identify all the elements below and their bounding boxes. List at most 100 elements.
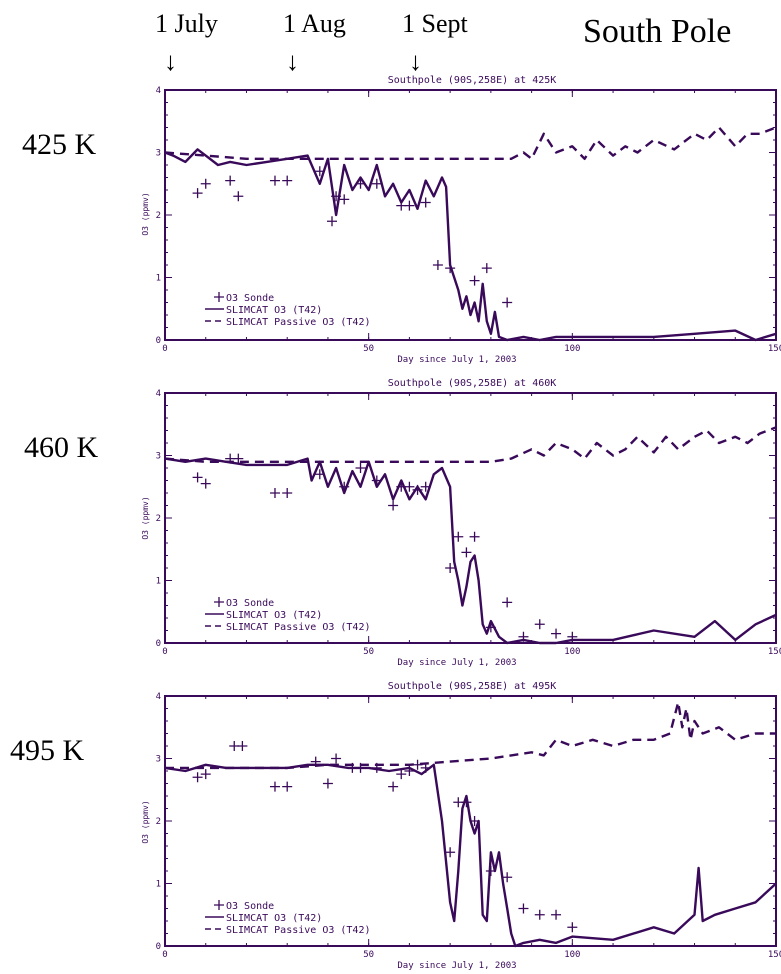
sonde-marker [404, 200, 415, 211]
y-tick-label: 1 [156, 274, 161, 284]
axes: 0 50 100 150 0 1 2 3 4 [156, 692, 781, 960]
sonde-marker [453, 531, 464, 542]
legend-marker-symbol [214, 900, 224, 910]
x-tick-label: 50 [363, 344, 374, 354]
sonde-marker [200, 178, 211, 189]
y-tick-label: 2 [156, 514, 161, 524]
y-tick-label: 4 [156, 692, 161, 702]
y-tick-label: 3 [156, 149, 161, 159]
date-marker-label: 1 Sept [402, 9, 469, 38]
axes: 0 50 100 150 0 1 2 3 4 [156, 86, 781, 354]
slimcat-o3-line [164, 148, 777, 342]
panel-title: Southpole (90S,258E) at 495K [388, 681, 557, 692]
legend-label: SLIMCAT O3 (T42) [226, 305, 322, 316]
x-tick-label: 0 [162, 647, 167, 657]
sonde-marker [396, 769, 407, 780]
sonde-marker [420, 197, 431, 208]
sonde-marker [192, 472, 203, 483]
chart-panel-425k: 425 K Southpole (90S,258E) at 425K Day s… [22, 75, 781, 365]
panel-title: Southpole (90S,258E) at 425K [388, 75, 557, 86]
sonde-marker [518, 903, 529, 914]
y-axis-label: O3 (ppmv) [141, 192, 150, 235]
sonde-marker [200, 478, 211, 489]
x-tick-label: 50 [363, 950, 374, 960]
sonde-marker [502, 597, 513, 608]
axes: 0 50 100 150 0 1 2 3 4 [156, 389, 781, 657]
legend-label: SLIMCAT Passive O3 (T42) [226, 622, 371, 633]
sonde-marker [282, 781, 293, 792]
legend-marker-symbol [214, 292, 224, 302]
sonde-marker [225, 175, 236, 186]
sonde-marker [502, 872, 513, 883]
sonde-marker [331, 753, 342, 764]
sonde-marker [567, 922, 578, 933]
y-tick-label: 2 [156, 211, 161, 221]
y-tick-label: 3 [156, 755, 161, 765]
x-axis-label: Day since July 1, 2003 [397, 355, 516, 365]
sonde-marker [534, 619, 545, 630]
x-tick-label: 0 [162, 950, 167, 960]
sonde-marker [469, 531, 480, 542]
sonde-marker [551, 909, 562, 920]
legend-label: SLIMCAT Passive O3 (T42) [226, 925, 371, 936]
passive-o3-line [164, 126, 777, 160]
y-axis-label: O3 (ppmv) [141, 496, 150, 539]
y-tick-label: 1 [156, 880, 161, 890]
sonde-marker [200, 769, 211, 780]
plot-area [164, 426, 777, 645]
sonde-marker [445, 563, 456, 573]
sonde-marker [445, 847, 456, 858]
sonde-marker [339, 194, 350, 205]
sonde-marker [282, 175, 293, 186]
x-tick-label: 150 [768, 647, 781, 657]
level-label: 425 K [22, 128, 97, 161]
sonde-marker [327, 216, 338, 227]
y-tick-label: 2 [156, 817, 161, 827]
date-marker-label: 1 Aug [283, 9, 346, 38]
sonde-marker [192, 188, 203, 199]
legend-label: SLIMCAT O3 (T42) [226, 913, 322, 924]
x-tick-label: 150 [768, 344, 781, 354]
legend: O3 Sonde SLIMCAT O3 (T42) SLIMCAT Passiv… [205, 597, 371, 633]
x-tick-label: 100 [564, 647, 580, 657]
sonde-marker [233, 191, 244, 202]
sonde-marker [237, 741, 248, 751]
slimcat-o3-line [164, 457, 777, 645]
y-tick-label: 0 [156, 942, 161, 952]
panel-title: Southpole (90S,258E) at 460K [388, 378, 557, 389]
sonde-marker [388, 781, 399, 792]
arrow-down-icon: ↓ [409, 47, 422, 76]
x-tick-label: 150 [768, 950, 781, 960]
y-tick-label: 0 [156, 639, 161, 649]
level-label: 460 K [24, 431, 99, 464]
figure-title: South Pole [583, 13, 731, 50]
sonde-marker [388, 500, 399, 511]
x-axis-label: Day since July 1, 2003 [397, 961, 516, 971]
passive-o3-line [165, 701, 776, 770]
sonde-marker [282, 488, 293, 498]
arrow-down-icon: ↓ [286, 47, 299, 76]
plot-area [164, 126, 777, 342]
sonde-marker [233, 453, 244, 464]
x-tick-label: 100 [564, 344, 580, 354]
arrow-down-icon: ↓ [164, 47, 177, 76]
sonde-marker [534, 909, 545, 920]
sonde-marker [481, 263, 492, 274]
y-axis-label: O3 (ppmv) [141, 800, 150, 843]
sonde-marker [502, 297, 513, 308]
plot-area [164, 701, 777, 948]
legend: O3 Sonde SLIMCAT O3 (T42) SLIMCAT Passiv… [205, 900, 371, 936]
sonde-marker [432, 260, 443, 270]
sonde-marker [269, 175, 280, 186]
x-tick-label: 100 [564, 950, 580, 960]
legend-label: O3 Sonde [226, 293, 274, 304]
legend-label: O3 Sonde [226, 598, 274, 609]
sonde-marker [551, 628, 562, 639]
x-tick-label: 50 [363, 647, 374, 657]
sonde-marker [404, 481, 415, 492]
legend-label: SLIMCAT O3 (T42) [226, 610, 322, 621]
level-label: 495 K [10, 734, 85, 767]
chart-panel-495k: 495 K Southpole (90S,258E) at 495K Day s… [10, 681, 781, 971]
legend-label: SLIMCAT Passive O3 (T42) [226, 317, 371, 328]
